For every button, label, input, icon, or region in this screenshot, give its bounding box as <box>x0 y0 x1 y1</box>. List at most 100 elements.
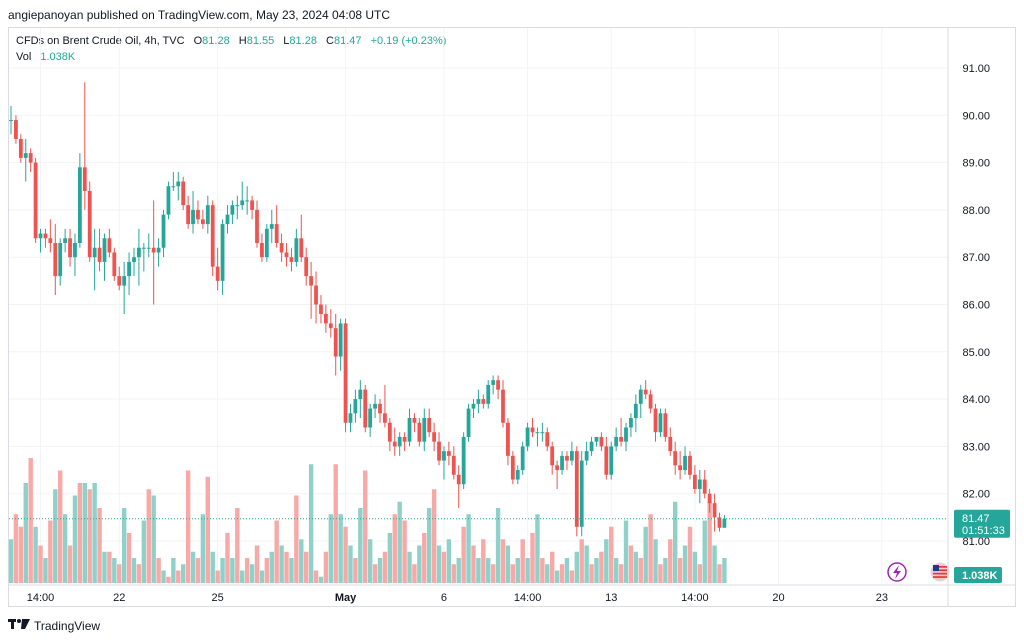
candle-body[interactable] <box>373 403 377 409</box>
candle-body[interactable] <box>269 224 274 229</box>
candle-body[interactable] <box>456 474 461 485</box>
candle-body[interactable] <box>604 446 609 475</box>
candle-body[interactable] <box>638 389 643 404</box>
candle-body[interactable] <box>314 285 318 305</box>
candle-body[interactable] <box>48 238 53 244</box>
candle-body[interactable] <box>407 418 412 442</box>
candle-body[interactable] <box>673 451 678 466</box>
candle-body[interactable] <box>23 153 28 158</box>
candle-body[interactable] <box>328 323 333 329</box>
candle-body[interactable] <box>446 451 451 456</box>
candle-body[interactable] <box>309 276 314 286</box>
candle-body[interactable] <box>525 427 530 447</box>
candle-body[interactable] <box>38 233 43 239</box>
candle-body[interactable] <box>186 205 191 225</box>
candle-body[interactable] <box>427 418 432 433</box>
candle-body[interactable] <box>432 432 437 442</box>
candle-body[interactable] <box>397 436 402 447</box>
candle-body[interactable] <box>205 205 210 225</box>
candle-body[interactable] <box>412 418 417 423</box>
candle-body[interactable] <box>461 436 466 485</box>
candle-body[interactable] <box>510 455 515 480</box>
candle-body[interactable] <box>619 436 623 442</box>
candle-body[interactable] <box>323 313 328 324</box>
candle-body[interactable] <box>692 474 697 489</box>
candle-body[interactable] <box>225 214 230 225</box>
candle-body[interactable] <box>348 413 353 423</box>
candle-body[interactable] <box>43 233 48 239</box>
candle-body[interactable] <box>274 224 279 244</box>
candle-body[interactable] <box>240 200 245 206</box>
candle-body[interactable] <box>14 120 18 139</box>
candle-body[interactable] <box>417 422 422 442</box>
candle-body[interactable] <box>712 503 717 518</box>
candle-body[interactable] <box>191 209 195 225</box>
candle-body[interactable] <box>87 190 92 258</box>
candle-body[interactable] <box>260 243 264 258</box>
candle-body[interactable] <box>151 247 156 253</box>
candle-body[interactable] <box>594 436 599 442</box>
candle-body[interactable] <box>58 243 63 277</box>
candle-body[interactable] <box>560 455 564 471</box>
candle-body[interactable] <box>235 205 240 207</box>
candle-body[interactable] <box>501 389 505 423</box>
candle-body[interactable] <box>476 399 481 404</box>
candle-body[interactable] <box>565 455 569 461</box>
candle-body[interactable] <box>333 328 338 357</box>
candle-body[interactable] <box>663 413 668 437</box>
candle-body[interactable] <box>368 408 373 428</box>
candle-body[interactable] <box>82 167 87 191</box>
candle-body[interactable] <box>264 228 269 258</box>
candle-body[interactable] <box>97 247 102 262</box>
candle-body[interactable] <box>491 380 496 385</box>
candle-body[interactable] <box>137 247 141 258</box>
candle-body[interactable] <box>629 418 633 428</box>
candle-body[interactable] <box>338 323 343 357</box>
candle-body[interactable] <box>550 446 555 466</box>
candle-body[interactable] <box>599 436 604 447</box>
candle-body[interactable] <box>515 470 520 480</box>
candle-body[interactable] <box>643 389 648 395</box>
candle-body[interactable] <box>506 422 510 456</box>
candle-body[interactable] <box>304 257 309 277</box>
candle-body[interactable] <box>18 138 23 158</box>
candle-body[interactable] <box>220 224 225 281</box>
candle-body[interactable] <box>28 153 33 163</box>
candle-body[interactable] <box>486 384 491 404</box>
candle-body[interactable] <box>496 380 500 390</box>
tradingview-brand[interactable]: TradingView <box>34 618 101 633</box>
candle-body[interactable] <box>442 451 446 461</box>
candle-body[interactable] <box>702 479 707 494</box>
candle-body[interactable] <box>422 418 427 442</box>
candle-body[interactable] <box>609 446 614 475</box>
candle-body[interactable] <box>530 427 535 433</box>
candle-body[interactable] <box>230 205 235 215</box>
candle-body[interactable] <box>171 186 176 188</box>
candle-body[interactable] <box>353 399 358 414</box>
candle-body[interactable] <box>437 441 441 461</box>
candle-body[interactable] <box>574 451 579 527</box>
candle-body[interactable] <box>589 441 594 452</box>
candle-body[interactable] <box>584 451 589 461</box>
candle-body[interactable] <box>250 200 254 210</box>
candle-body[interactable] <box>63 238 68 244</box>
candle-body[interactable] <box>683 455 687 471</box>
candle-body[interactable] <box>697 479 702 489</box>
candle-body[interactable] <box>196 209 200 220</box>
candle-body[interactable] <box>555 465 560 471</box>
candle-body[interactable] <box>378 403 382 414</box>
candle-body[interactable] <box>614 436 619 447</box>
candle-body[interactable] <box>132 257 136 262</box>
candle-body[interactable] <box>77 167 82 244</box>
legend-vol-label[interactable]: Vol <box>16 51 32 63</box>
candle-body[interactable] <box>68 238 72 258</box>
candle-body[interactable] <box>166 186 171 215</box>
candle-body[interactable] <box>181 181 186 206</box>
candle-body[interactable] <box>668 436 673 452</box>
candle-body[interactable] <box>117 276 122 286</box>
candle-body[interactable] <box>279 243 284 253</box>
candle-body[interactable] <box>92 247 97 258</box>
candle-body[interactable] <box>255 209 259 244</box>
candle-body[interactable] <box>658 413 663 433</box>
candle-body[interactable] <box>648 394 653 409</box>
